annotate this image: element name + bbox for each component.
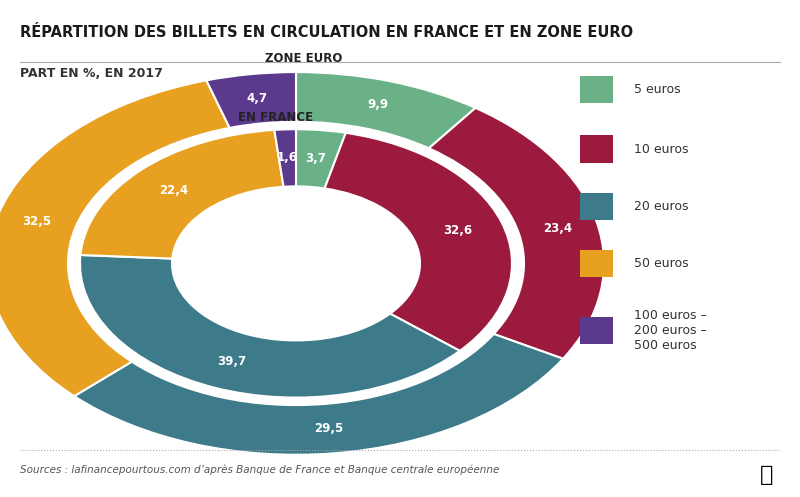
Text: 3,7: 3,7 — [306, 152, 326, 165]
Text: 100 euros –
200 euros –
500 euros: 100 euros – 200 euros – 500 euros — [634, 309, 707, 352]
Text: PART EN %, EN 2017: PART EN %, EN 2017 — [20, 67, 163, 80]
Text: ZONE EURO: ZONE EURO — [266, 52, 342, 65]
Text: 23,4: 23,4 — [543, 222, 573, 235]
FancyBboxPatch shape — [580, 249, 613, 277]
Text: 20 euros: 20 euros — [634, 200, 689, 213]
Wedge shape — [206, 72, 296, 128]
Wedge shape — [80, 255, 460, 398]
Text: 1,6: 1,6 — [277, 152, 298, 165]
Text: 9,9: 9,9 — [367, 98, 389, 111]
Text: EN FRANCE: EN FRANCE — [238, 111, 314, 124]
Wedge shape — [0, 81, 230, 396]
Text: 10 euros: 10 euros — [634, 143, 689, 156]
Text: 32,6: 32,6 — [443, 224, 472, 237]
Wedge shape — [296, 72, 475, 148]
Wedge shape — [81, 130, 283, 258]
FancyBboxPatch shape — [580, 76, 613, 103]
Text: 22,4: 22,4 — [159, 184, 188, 197]
Text: 32,5: 32,5 — [22, 215, 51, 228]
Text: 4,7: 4,7 — [246, 92, 267, 105]
FancyBboxPatch shape — [580, 135, 613, 163]
Wedge shape — [296, 129, 346, 188]
Text: RÉPARTITION DES BILLETS EN CIRCULATION EN FRANCE ET EN ZONE EURO: RÉPARTITION DES BILLETS EN CIRCULATION E… — [20, 25, 633, 40]
Text: 🌿: 🌿 — [760, 465, 773, 485]
Text: 29,5: 29,5 — [314, 422, 343, 435]
Text: 39,7: 39,7 — [218, 355, 246, 368]
Text: Sources : lafinancepourtous.com d’après Banque de France et Banque centrale euro: Sources : lafinancepourtous.com d’après … — [20, 464, 499, 475]
Text: 50 euros: 50 euros — [634, 257, 689, 270]
FancyBboxPatch shape — [580, 192, 613, 220]
Wedge shape — [429, 108, 604, 359]
Wedge shape — [325, 133, 512, 351]
FancyBboxPatch shape — [580, 317, 613, 344]
Text: 5 euros: 5 euros — [634, 83, 681, 96]
Wedge shape — [74, 334, 563, 455]
Wedge shape — [274, 129, 296, 187]
